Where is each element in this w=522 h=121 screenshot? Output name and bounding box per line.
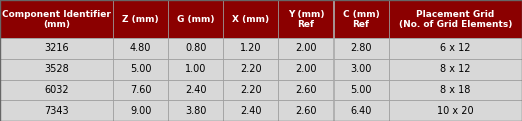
Bar [334,0,388,38]
Bar [278,0,334,38]
Text: 3.00: 3.00 [350,64,372,74]
Bar [223,100,278,121]
Text: 6.40: 6.40 [350,106,372,116]
Bar [223,0,278,38]
Bar [113,0,168,38]
Text: 2.00: 2.00 [295,43,317,53]
Text: 9.00: 9.00 [130,106,151,116]
Text: Z (mm): Z (mm) [122,15,159,24]
Text: 3.80: 3.80 [185,106,206,116]
Text: 2.60: 2.60 [295,85,317,95]
Text: Placement Grid
(No. of Grid Elements): Placement Grid (No. of Grid Elements) [399,10,512,29]
Bar [278,59,334,80]
Text: 5.00: 5.00 [130,64,151,74]
Bar [334,100,388,121]
Bar [278,100,334,121]
Text: Y (mm)
Ref: Y (mm) Ref [288,10,324,29]
Text: Component Identifier
(mm): Component Identifier (mm) [2,10,111,29]
Text: 2.40: 2.40 [240,106,262,116]
Bar [278,80,334,100]
Bar [223,38,278,59]
Bar [388,80,522,100]
Bar [0,100,113,121]
Bar [278,38,334,59]
Text: 5.00: 5.00 [350,85,372,95]
Text: 2.60: 2.60 [295,106,317,116]
Text: 2.40: 2.40 [185,85,207,95]
Text: 2.20: 2.20 [240,85,262,95]
Text: 3216: 3216 [44,43,69,53]
Bar [0,80,113,100]
Text: 3528: 3528 [44,64,69,74]
Bar [223,80,278,100]
Text: 8 x 18: 8 x 18 [440,85,470,95]
Bar [0,38,113,59]
Text: 0.80: 0.80 [185,43,206,53]
Bar [388,59,522,80]
Bar [113,38,168,59]
Bar [0,0,113,38]
Text: 8 x 12: 8 x 12 [440,64,470,74]
Text: G (mm): G (mm) [177,15,215,24]
Text: C (mm)
Ref: C (mm) Ref [342,10,379,29]
Bar [388,0,522,38]
Text: 10 x 20: 10 x 20 [437,106,473,116]
Bar [388,38,522,59]
Bar [334,38,388,59]
Bar [113,100,168,121]
Text: 2.20: 2.20 [240,64,262,74]
Text: 1.00: 1.00 [185,64,206,74]
Text: X (mm): X (mm) [232,15,269,24]
Bar [168,38,223,59]
Bar [168,59,223,80]
Bar [223,59,278,80]
Bar [168,80,223,100]
Text: 1.20: 1.20 [240,43,262,53]
Bar [388,100,522,121]
Bar [168,0,223,38]
Text: 4.80: 4.80 [130,43,151,53]
Text: 7343: 7343 [44,106,69,116]
Text: 6 x 12: 6 x 12 [440,43,470,53]
Text: 2.00: 2.00 [295,64,317,74]
Bar [0,59,113,80]
Bar [334,59,388,80]
Bar [113,59,168,80]
Bar [168,100,223,121]
Bar [113,80,168,100]
Bar [334,80,388,100]
Text: 2.80: 2.80 [350,43,372,53]
Text: 6032: 6032 [44,85,69,95]
Text: 7.60: 7.60 [130,85,151,95]
